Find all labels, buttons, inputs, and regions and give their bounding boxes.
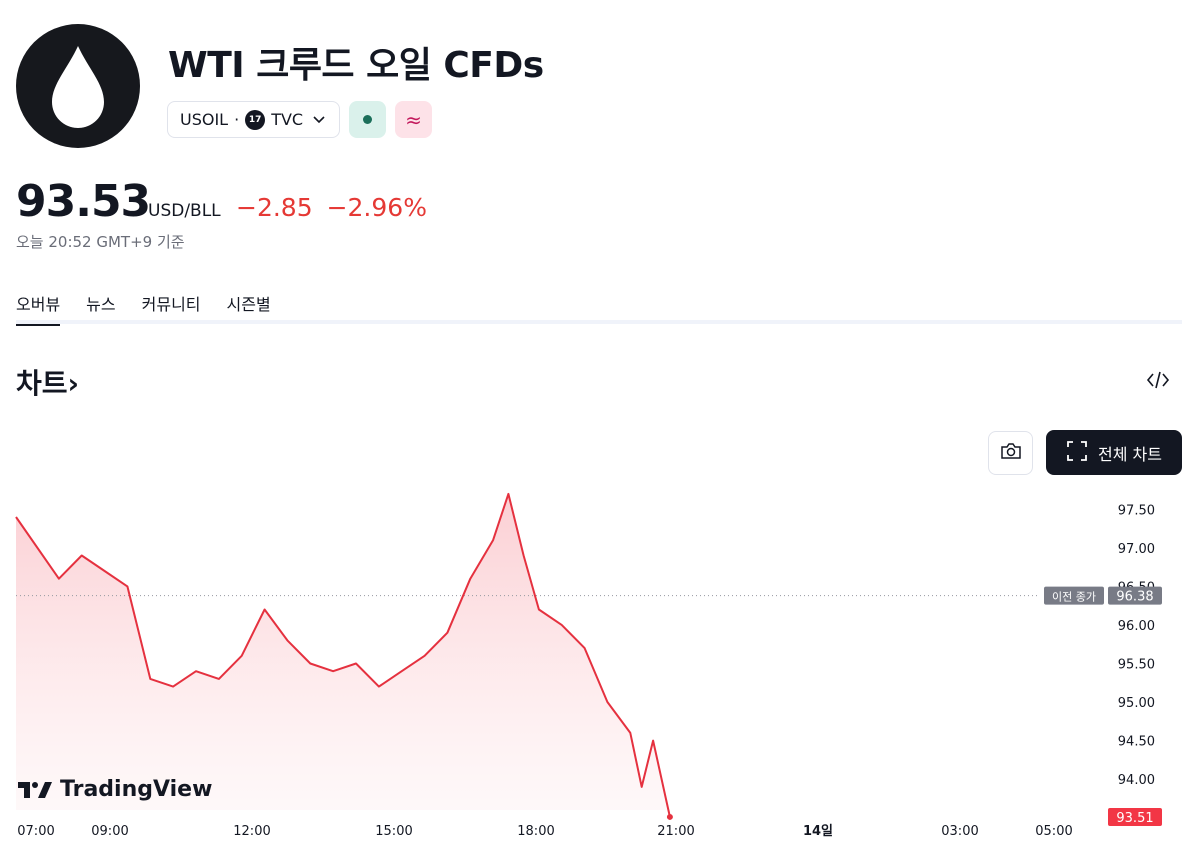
full-chart-label: 전체 차트: [1098, 444, 1162, 464]
y-tick-label: 97.50: [1118, 503, 1155, 518]
tradingview-icon: 17: [245, 109, 266, 130]
camera-icon: [999, 441, 1023, 465]
chevron-down-icon: [313, 113, 325, 127]
x-tick-label: 21:00: [657, 824, 694, 839]
cfd-badge[interactable]: ≈: [395, 101, 432, 138]
market-status-badge[interactable]: [349, 101, 386, 138]
price-area-fill: [16, 493, 670, 817]
tradingview-icon: [18, 781, 52, 798]
market-open-dot-icon: [363, 115, 372, 124]
chart-section-title: 차트: [16, 367, 68, 400]
screenshot-button[interactable]: [988, 431, 1033, 475]
approx-icon: ≈: [405, 107, 422, 132]
prev-close-value: 96.38: [1116, 590, 1153, 605]
last-price-label: 93.51: [1116, 811, 1153, 826]
chevron-right-icon: ›: [67, 367, 80, 400]
price-chart[interactable]: 97.5097.0096.5096.0095.5095.0094.5094.00…: [0, 480, 1200, 850]
y-tick-label: 96.00: [1118, 619, 1155, 634]
symbol-ticker: USOIL: [180, 110, 229, 129]
x-tick-label: 12:00: [233, 824, 270, 839]
x-tick-label: 07:00: [17, 824, 54, 839]
chart-section-link[interactable]: 차트›: [16, 362, 79, 402]
prev-close-label: 이전 종가: [1052, 591, 1096, 604]
x-tick-label: 18:00: [517, 824, 554, 839]
last-price: 93.53: [16, 176, 151, 227]
page-tabs: 오버뷰 뉴스 커뮤니티 시즌별: [16, 291, 271, 326]
tab-news[interactable]: 뉴스: [86, 295, 116, 314]
code-embed-icon[interactable]: [1146, 370, 1170, 395]
change-absolute: −2.85: [236, 193, 313, 222]
y-tick-label: 94.00: [1118, 773, 1155, 788]
y-tick-label: 95.00: [1118, 696, 1155, 711]
tab-overview[interactable]: 오버뷰: [16, 291, 61, 326]
x-tick-label: 14일: [803, 824, 833, 839]
full-chart-button[interactable]: 전체 차트: [1046, 430, 1182, 475]
x-tick-label: 15:00: [375, 824, 412, 839]
change-percent: −2.96%: [326, 193, 427, 222]
tab-seasonals[interactable]: 시즌별: [226, 295, 271, 314]
y-tick-label: 95.50: [1118, 657, 1155, 672]
symbol-selector[interactable]: USOIL · 17 TVC: [167, 101, 340, 138]
x-tick-label: 03:00: [941, 824, 978, 839]
y-tick-label: 94.50: [1118, 735, 1155, 750]
exchange-name: TVC: [271, 110, 304, 129]
y-tick-label: 97.00: [1118, 542, 1155, 557]
expand-corners-icon: [1066, 440, 1088, 466]
price-change: −2.85 −2.96%: [236, 193, 427, 222]
tab-community[interactable]: 커뮤니티: [141, 295, 201, 314]
prev-close-value-tag: [1108, 586, 1162, 605]
price-currency: USD/BLL: [148, 201, 221, 221]
tabs-divider: [16, 320, 1182, 324]
tradingview-wordmark: TradingView: [60, 777, 213, 802]
last-price-marker: [666, 813, 673, 820]
quote-timestamp: 오늘 20:52 GMT+9 기준: [16, 233, 185, 251]
page-title: WTI 크루드 오일 CFDs: [168, 45, 544, 86]
prev-close-label-tag: [1044, 586, 1104, 605]
last-price-tag: [1108, 807, 1162, 826]
oil-drop-icon: [16, 24, 140, 148]
x-tick-label: 09:00: [91, 824, 128, 839]
x-tick-label: 05:00: [1035, 824, 1072, 839]
symbol-separator: ·: [234, 110, 240, 129]
price-series-line: [15, 492, 671, 818]
tradingview-logo[interactable]: TradingView: [18, 777, 212, 802]
